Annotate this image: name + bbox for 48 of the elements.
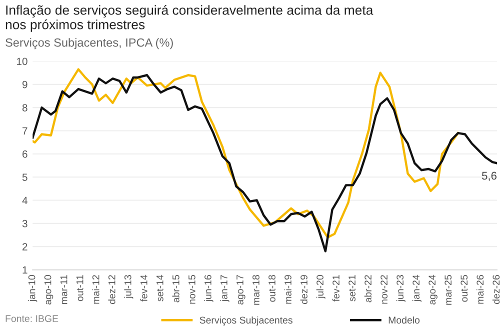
y-tick-label: 7 [22,127,28,135]
x-tick-label: mar-11 [60,275,68,304]
annotation: 5,6 [482,172,496,181]
y-tick-label: 2 [22,243,28,250]
x-tick-label: fev-14 [140,274,148,302]
x-tick-label: fev-21 [332,275,340,302]
y-tick-label: 9 [22,80,28,88]
line-series [32,68,460,238]
x-tick-label: mar-25 [444,275,452,305]
x-tick-label: set-14 [156,274,164,302]
x-tick-label: ago-10 [44,275,54,304]
x-tick-label: abr-15 [172,275,180,302]
x-tick-label: nov-15 [188,275,196,304]
y-tick-label: 6 [22,150,28,158]
x-tick-label: out-11 [76,275,84,302]
x-tick-label: mai-26 [476,275,484,304]
y-tick-label: 1 [22,266,28,274]
x-tick-label: dez-19 [300,275,308,304]
x-tick-label: jun-23 [396,275,406,302]
x-tick-label: jun-16 [204,275,214,302]
y-tick-label: 4 [22,196,28,204]
x-tick-label: set-21 [348,275,356,302]
x-tick-label: jan-24 [412,274,422,302]
x-tick-label: mai-12 [92,275,100,304]
x-tick-label: dez-26 [492,275,500,304]
y-tick-label: 8 [22,104,28,112]
legend-label: Modelo [388,316,420,324]
x-tick-label: jan-10 [28,275,38,302]
y-tick-label: 3 [22,220,28,228]
legend-label: Serviços Subjacentes [200,316,292,326]
x-tick-label: mar-18 [252,275,260,305]
x-tick-label: nov-22 [380,275,388,304]
x-tick-label: jul-20 [316,275,326,299]
x-tick-label: ago-17 [236,275,246,304]
x-tick-label: ago-24 [428,274,438,304]
source-note: Fonte: IBGE [6,315,58,322]
x-tick-label: out-18 [268,275,276,302]
x-tick-label: jan-17 [220,275,230,302]
y-tick-label: 5 [22,174,28,181]
x-tick-label: jul-13 [124,275,134,299]
x-tick-label: abr-22 [364,275,372,302]
x-tick-label: out-25 [460,275,468,302]
chart-title: Inflação de serviços seguirá consideravelmente acima da meta nos próximos trimestres [6,4,374,32]
x-tick-label: mai-19 [284,275,292,304]
x-tick-label: dez-12 [108,275,116,304]
line-series [32,74,497,252]
y-tick-label: 10 [16,58,28,66]
chart-subtitle: Serviços Subjacentes, IPCA (%) [6,38,173,50]
